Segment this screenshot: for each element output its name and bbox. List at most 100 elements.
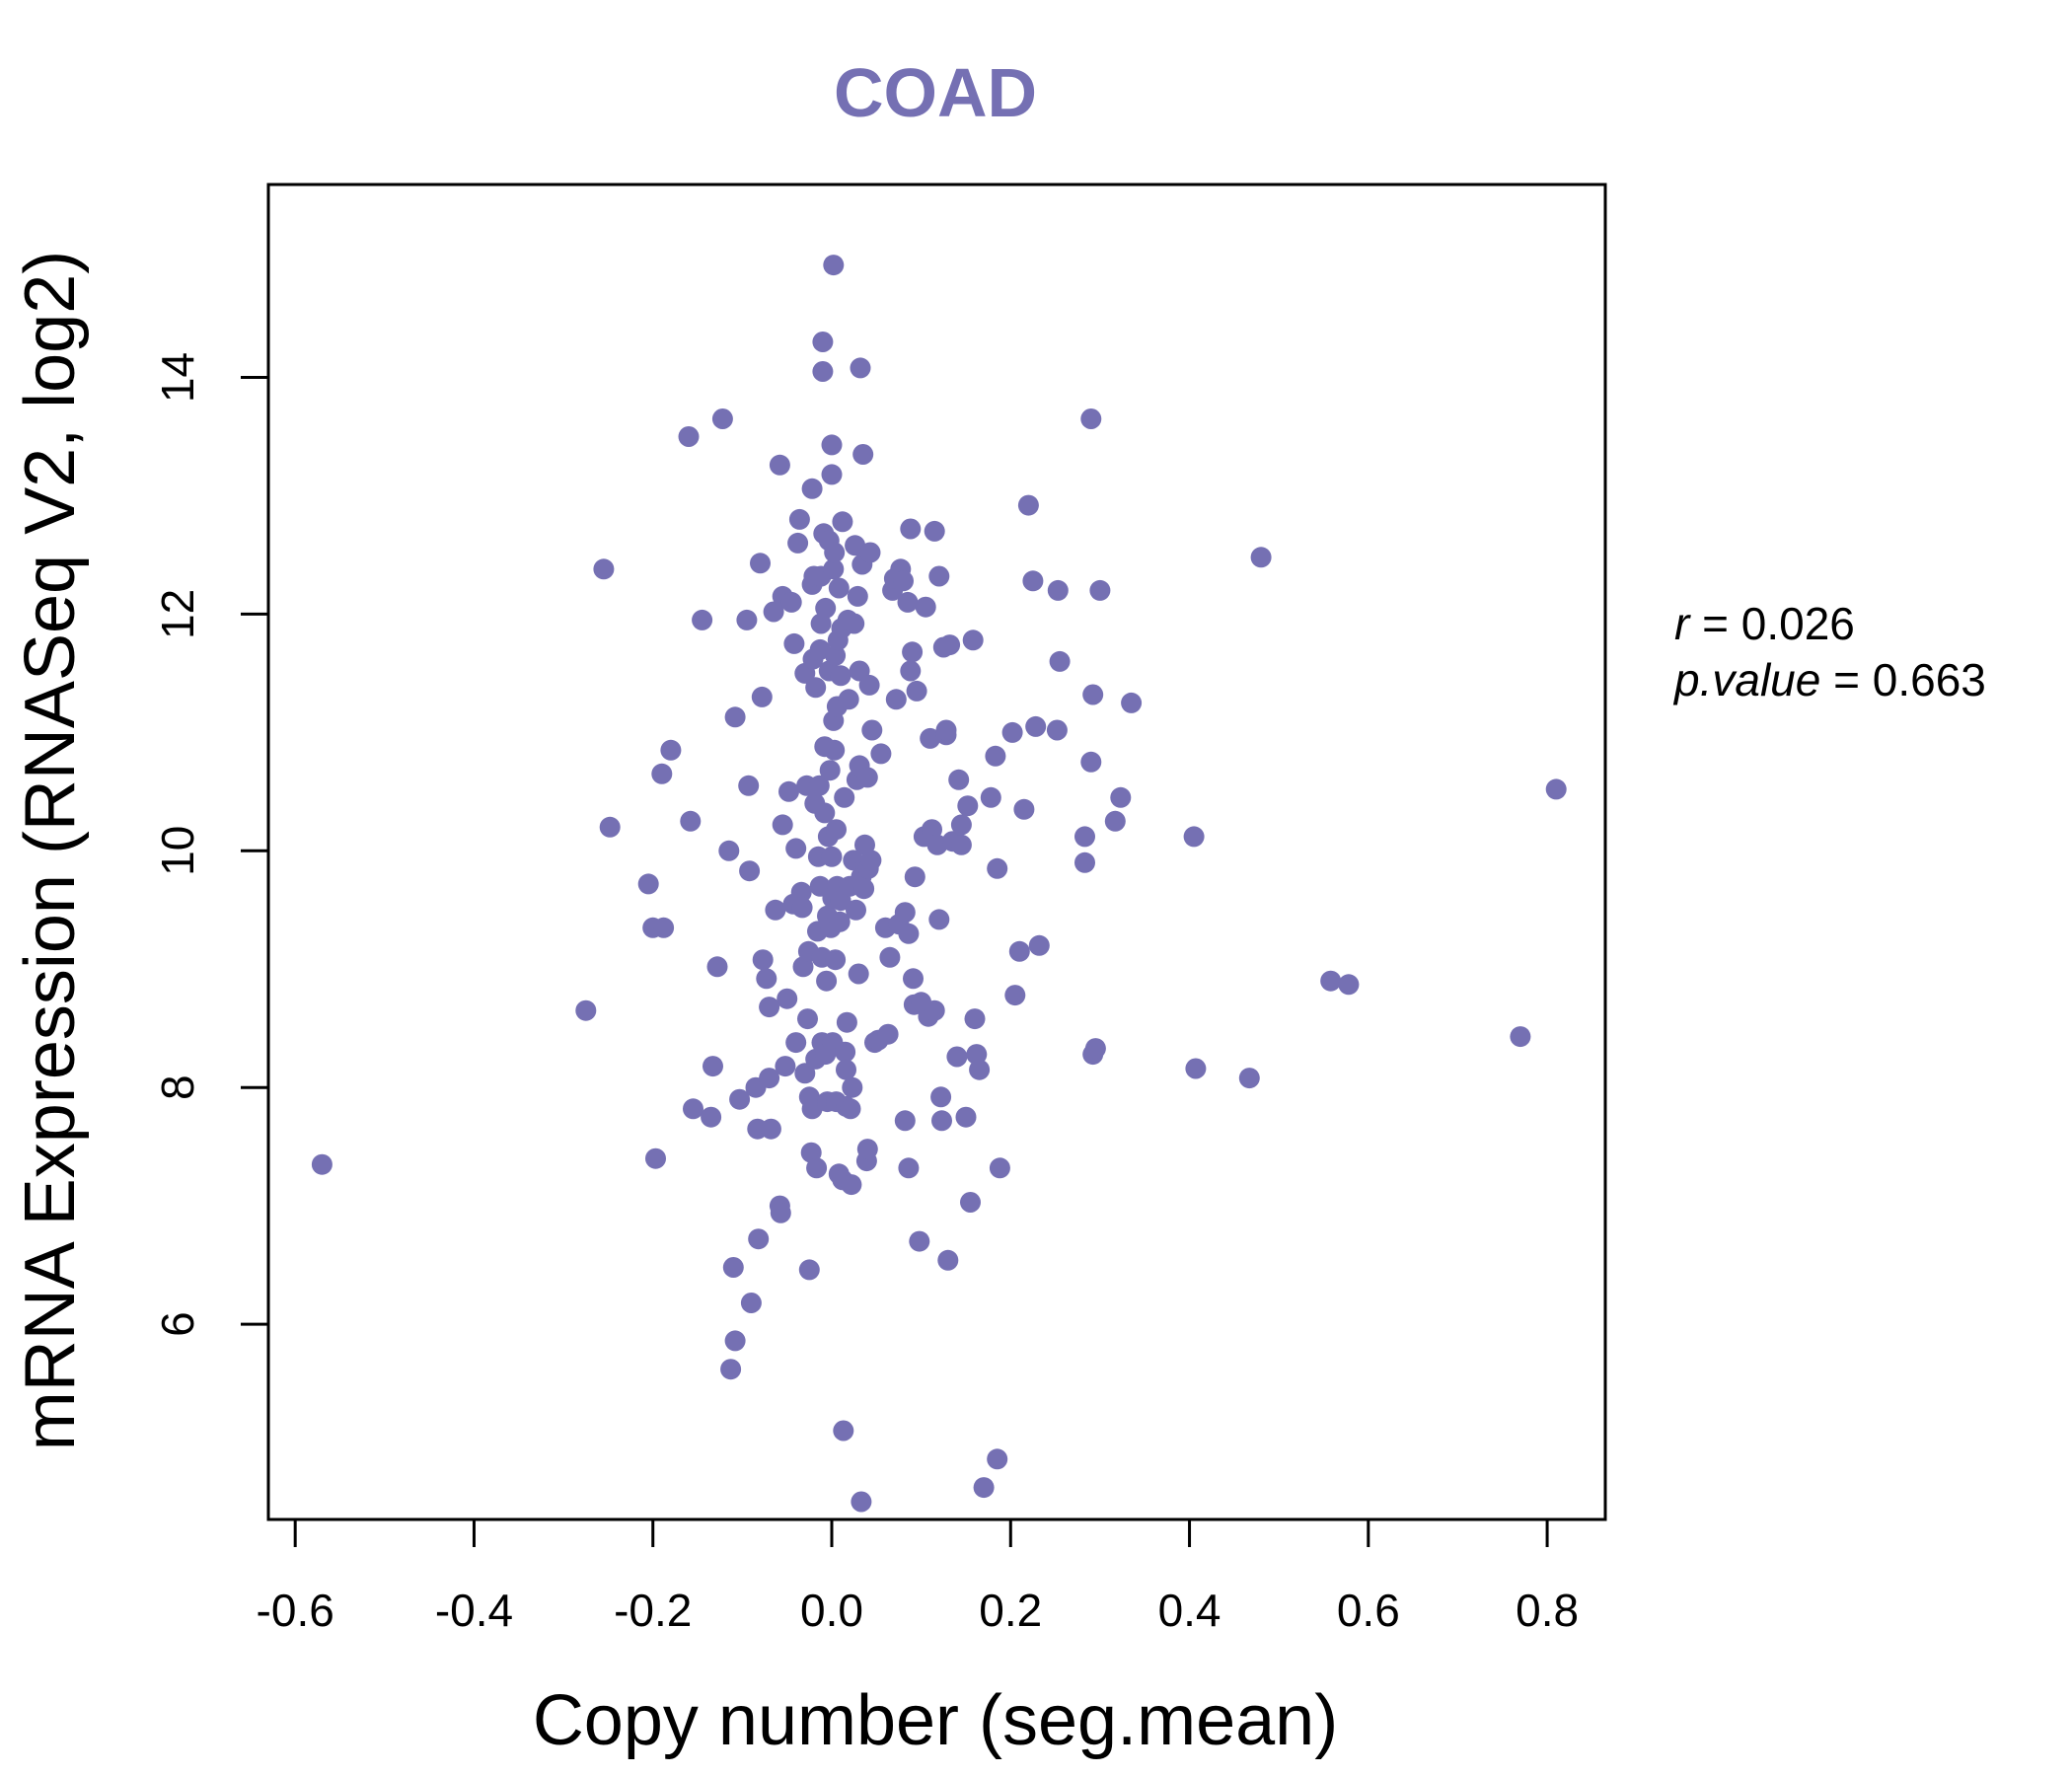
- x-tick-label: -0.6: [257, 1585, 334, 1636]
- p-value-symbol: p.value: [1672, 654, 1820, 705]
- data-point: [760, 1118, 781, 1140]
- data-point: [812, 332, 834, 352]
- data-point: [1183, 826, 1205, 848]
- data-point: [752, 949, 774, 971]
- data-point: [852, 444, 874, 465]
- data-point: [808, 775, 830, 796]
- data-point: [946, 1046, 968, 1068]
- data-point: [902, 641, 924, 663]
- data-point: [653, 917, 675, 938]
- data-point: [939, 634, 961, 656]
- data-point: [847, 585, 868, 607]
- data-point: [1001, 721, 1023, 743]
- data-point: [832, 511, 853, 533]
- data-point: [678, 426, 700, 447]
- r-annotation: r = 0.026: [1674, 598, 1855, 649]
- y-tick-label: 6: [152, 1311, 203, 1337]
- data-point: [1022, 570, 1044, 592]
- data-point: [848, 963, 869, 985]
- data-point: [1082, 684, 1104, 705]
- data-point: [825, 644, 847, 666]
- data-point: [950, 834, 972, 855]
- data-point: [924, 520, 945, 542]
- chart-title: COAD: [834, 54, 1037, 131]
- data-point: [1104, 810, 1126, 832]
- data-point: [897, 591, 919, 613]
- data-point: [833, 1420, 854, 1442]
- data-point: [703, 1056, 723, 1077]
- data-point: [756, 968, 777, 990]
- data-point: [816, 970, 838, 992]
- data-point: [772, 814, 793, 836]
- data-point: [824, 542, 846, 563]
- data-point: [960, 1192, 981, 1213]
- data-point: [900, 660, 922, 682]
- data-point: [821, 846, 843, 867]
- data-point: [937, 1249, 959, 1271]
- data-point: [1338, 974, 1360, 996]
- data-point: [821, 464, 843, 485]
- data-point: [1046, 719, 1068, 741]
- data-point: [860, 850, 882, 871]
- data-point: [989, 1157, 1010, 1179]
- data-point: [900, 518, 922, 540]
- data-point: [692, 609, 713, 630]
- data-point: [829, 911, 851, 932]
- data-point: [1025, 715, 1047, 737]
- data-point: [835, 1041, 856, 1063]
- data-point: [599, 816, 621, 838]
- p-value-value: = 0.663: [1820, 654, 1986, 705]
- data-point: [751, 686, 773, 707]
- data-point: [840, 1098, 861, 1120]
- data-point: [1074, 851, 1095, 873]
- data-point: [950, 814, 972, 836]
- data-point: [928, 565, 950, 587]
- data-point: [920, 727, 941, 749]
- data-point: [850, 357, 871, 379]
- data-point: [834, 786, 855, 808]
- data-point: [720, 1359, 742, 1380]
- data-point: [894, 902, 916, 924]
- data-point: [739, 860, 761, 882]
- data-point: [724, 706, 746, 728]
- data-point: [870, 743, 892, 765]
- data-point: [791, 897, 813, 919]
- x-axis: -0.6 -0.4 -0.2 0.0 0.2 0.4 0.6 0.8: [257, 1517, 1579, 1636]
- data-point: [909, 1230, 930, 1252]
- data-point: [915, 596, 936, 618]
- y-axis: 6 8 10 12 14: [152, 352, 270, 1337]
- x-tick-label: 0.0: [800, 1585, 863, 1636]
- data-point: [858, 674, 880, 696]
- data-point: [790, 881, 812, 903]
- data-point: [955, 1106, 977, 1128]
- data-point: [826, 819, 847, 841]
- data-point: [759, 1068, 780, 1089]
- data-point: [1049, 650, 1071, 672]
- data-point: [575, 999, 597, 1021]
- data-point: [821, 434, 843, 456]
- data-point: [893, 570, 914, 592]
- data-point: [1074, 826, 1095, 848]
- data-point: [736, 609, 758, 630]
- data-point: [987, 857, 1008, 879]
- data-point: [785, 1032, 807, 1054]
- data-point: [805, 677, 827, 699]
- data-point: [706, 956, 728, 978]
- data-point: [851, 1491, 872, 1513]
- data-point: [861, 719, 883, 741]
- data-point: [797, 1008, 818, 1030]
- data-point: [980, 786, 1001, 808]
- data-point: [777, 988, 798, 1009]
- data-point: [964, 1008, 986, 1030]
- y-axis-label: mRNA Expression (RNASeq V2, log2): [11, 251, 90, 1450]
- data-point: [842, 1076, 863, 1098]
- data-point: [794, 1063, 816, 1084]
- data-point: [759, 997, 780, 1018]
- data-point: [1250, 547, 1272, 568]
- data-point: [841, 1174, 862, 1196]
- data-point: [1185, 1058, 1207, 1079]
- data-point: [637, 873, 659, 895]
- data-point: [683, 1098, 703, 1120]
- data-point: [783, 632, 805, 654]
- data-point: [836, 1011, 857, 1033]
